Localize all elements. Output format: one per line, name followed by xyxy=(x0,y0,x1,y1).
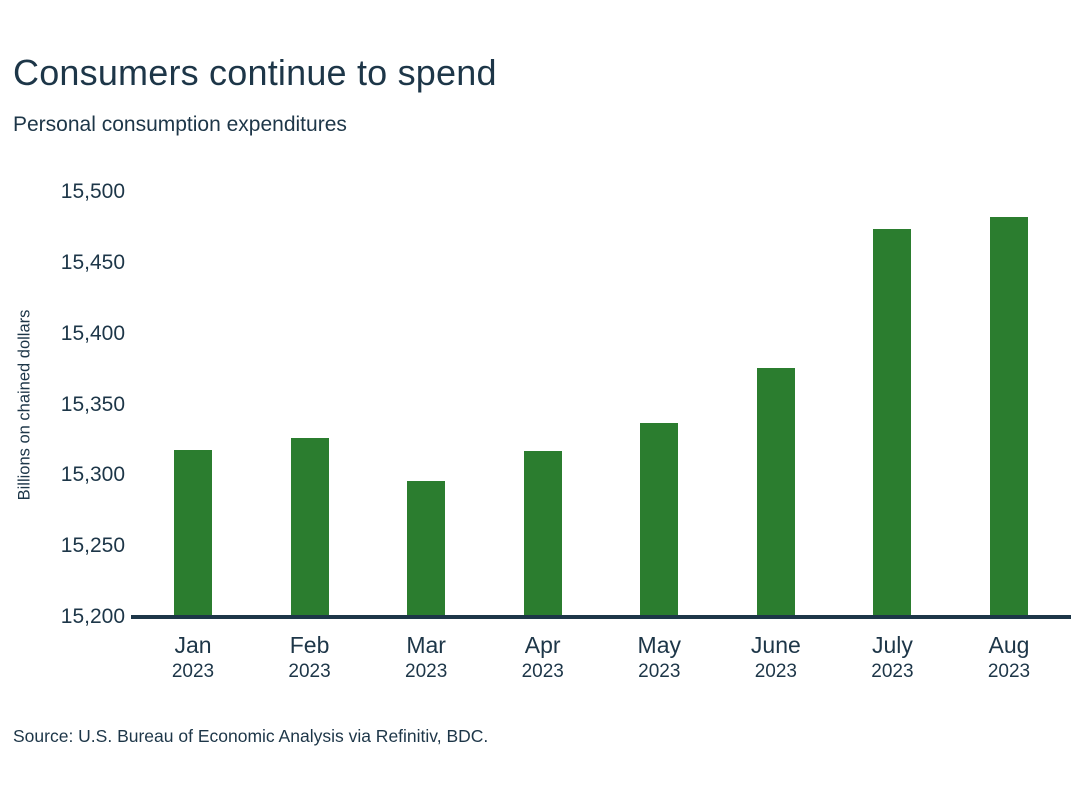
y-tick-label: 15,200 xyxy=(60,605,125,628)
x-tick-year: 2023 xyxy=(871,661,914,682)
x-tick-month: Apr xyxy=(524,632,561,658)
x-tick-month: May xyxy=(637,632,682,658)
bar-aug xyxy=(990,217,1028,617)
source-note: Source: U.S. Bureau of Economic Analysis… xyxy=(13,726,489,746)
x-tick-year: 2023 xyxy=(288,661,331,682)
x-tick-month: June xyxy=(750,632,801,658)
x-tick-year: 2023 xyxy=(171,661,215,682)
bar-june xyxy=(756,368,795,617)
x-tick-label: Feb 2023 xyxy=(288,632,330,684)
x-tick-year: 2023 xyxy=(638,661,681,682)
bar-jan xyxy=(174,450,212,617)
bar-apr xyxy=(523,451,562,617)
x-tick-year: 2023 xyxy=(754,661,797,682)
y-tick-label: 15,350 xyxy=(60,392,125,416)
x-tick-year: 2023 xyxy=(521,661,564,682)
x-tick-month: Aug xyxy=(988,632,1030,658)
x-tick-label: Mar 2023 xyxy=(405,632,447,684)
x-axis-line xyxy=(131,615,1071,619)
bar-july xyxy=(873,229,912,617)
x-tick-label: Jan 2023 xyxy=(172,632,214,684)
plot-area xyxy=(131,192,1071,617)
x-tick-label: Apr 2023 xyxy=(522,632,564,684)
chart-title: Consumers continue to spend xyxy=(13,52,497,93)
x-tick-year: 2023 xyxy=(405,661,448,682)
y-tick-label: 15,250 xyxy=(60,534,125,558)
y-axis-tick-labels: 15,500 15,450 15,400 15,350 15,300 15,250 15,2… xyxy=(0,0,125,810)
x-tick-label: June 2023 xyxy=(751,632,801,684)
y-tick-label: 15,400 xyxy=(60,321,125,345)
x-tick-label: May 2023 xyxy=(638,632,681,684)
x-tick-month: Mar xyxy=(406,632,446,658)
bar-mar xyxy=(407,481,446,617)
chart-subtitle: Personal consumption expenditures xyxy=(13,113,347,136)
x-tick-month: Feb xyxy=(289,632,330,658)
x-tick-label: Aug 2023 xyxy=(988,632,1030,684)
bar-feb xyxy=(290,438,329,617)
x-tick-month: July xyxy=(871,632,913,658)
x-tick-month: Jan xyxy=(174,632,212,658)
y-tick-label: 15,300 xyxy=(60,463,125,487)
x-axis-tick-labels: Jan 2023 Feb 2023 Mar 2023 Apr 2023 May 2023 June 2… xyxy=(131,632,1071,692)
y-tick-label: 15,500 xyxy=(60,180,125,203)
x-tick-label: July 2023 xyxy=(871,632,913,684)
y-tick-label: 15,450 xyxy=(60,250,125,274)
bar-may xyxy=(640,423,679,617)
x-tick-year: 2023 xyxy=(987,661,1031,682)
